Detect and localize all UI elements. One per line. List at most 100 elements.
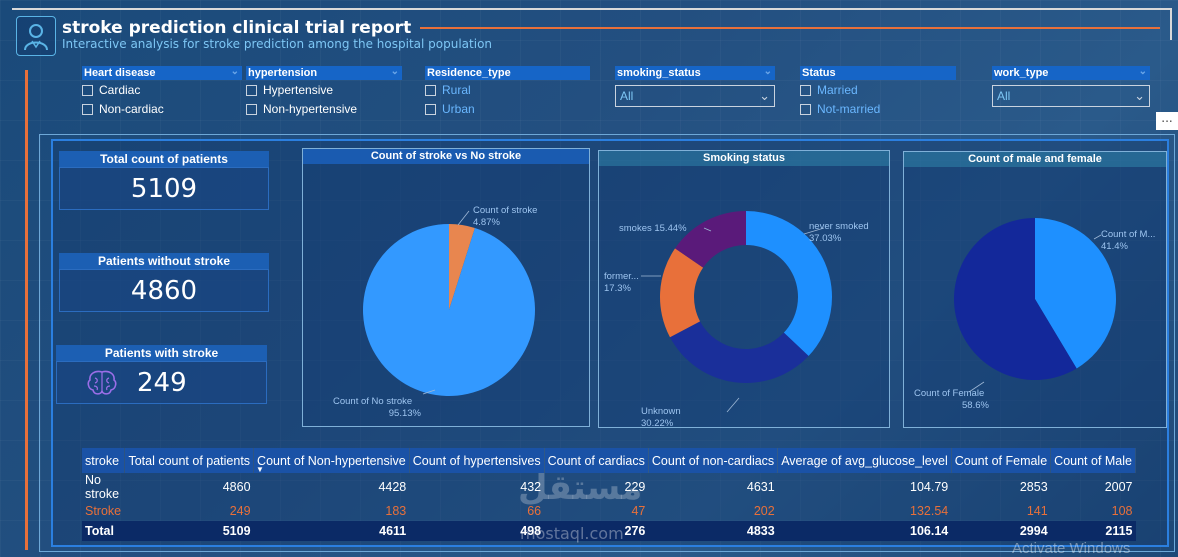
leader-line [703, 227, 712, 232]
checkbox[interactable] [82, 84, 93, 96]
option-label: Hypertensive [263, 83, 334, 97]
option-urban[interactable]: Urban [425, 100, 590, 118]
table-row[interactable]: Stroke 249 183 66 47 202 132.54 141 108 [82, 501, 1136, 521]
doctor-logo-icon [16, 16, 56, 56]
table-cell: 132.54 [910, 504, 949, 518]
smoking-dropdown[interactable]: All ⌄ [615, 85, 775, 107]
checkbox[interactable] [800, 84, 811, 96]
chart-card-male-female: Count of male and female Count of M... 41… [903, 151, 1167, 428]
kpi-value: 5109 [59, 167, 269, 210]
leader-line [803, 227, 825, 235]
slicer-hypertension: hypertension ⌄ Hypertensive Non-hypertens… [246, 66, 402, 118]
chart-card-smoking-status: Smoking status never smoked 37.03% Unknown… [598, 150, 890, 429]
option-not-married[interactable]: Not-married [800, 100, 956, 118]
table-cell: 104.79 [910, 480, 949, 494]
slice-label: smokes 15.44% [619, 223, 687, 234]
slicer-status: Status Married Not-married [800, 66, 956, 118]
slicer-residence-header[interactable]: Residence_type [425, 66, 590, 80]
chart-title: Count of male and female [904, 152, 1166, 167]
slicer-work-type: work_type ⌄ All ⌄ [992, 66, 1150, 107]
slice-value: 30.22% [641, 418, 674, 428]
leader-line [422, 389, 436, 395]
option-non-hypertensive[interactable]: Non-hypertensive [246, 100, 402, 118]
option-married[interactable]: Married [800, 81, 956, 99]
table-cell: 2994 [951, 521, 1051, 541]
kpi-value: 4860 [59, 269, 269, 312]
slice-label: Count of Female [914, 388, 984, 399]
checkbox[interactable] [425, 103, 436, 115]
column-header[interactable]: Count of Non-hypertensive ▼ [253, 448, 410, 474]
checkbox[interactable] [246, 103, 257, 115]
dropdown-value: All [997, 89, 1011, 103]
column-header[interactable]: Count of Female [951, 448, 1052, 473]
leader-line [457, 210, 470, 226]
watermark-logo: مستقل [518, 468, 643, 508]
pie-slice [746, 211, 832, 357]
kpi-patients-with-stroke: Patients with stroke 249 [56, 345, 267, 404]
leader-line [968, 381, 985, 393]
table-cell: 2115 [1050, 521, 1136, 541]
table-total-row[interactable]: Total 5109 4611 498 276 4833 106.14 2994 2115 [82, 521, 1136, 541]
checkbox[interactable] [800, 103, 811, 115]
slice-value: 4.87% [473, 217, 500, 228]
pie-slice [363, 224, 535, 396]
slicer-smoking: smoking_status ⌄ All ⌄ [615, 66, 775, 107]
table-cell: 229 [624, 480, 646, 494]
table-cell: 4428 [378, 480, 407, 494]
table-cell: No stroke [85, 473, 120, 501]
table-cell: 106.14 [777, 521, 952, 541]
checkbox[interactable] [82, 103, 93, 115]
table-cell: 432 [520, 480, 542, 494]
chevron-down-icon: ⌄ [230, 66, 239, 77]
chevron-down-icon: ⌄ [1138, 66, 1147, 77]
column-header[interactable]: Count of hypertensives [409, 448, 545, 473]
title-accent-line [420, 27, 1160, 29]
leader-line [726, 397, 740, 413]
pie-slice [954, 218, 1077, 380]
table-cell: 141 [1026, 504, 1048, 518]
slicer-label: Status [802, 67, 836, 79]
more-options-button[interactable]: ... [1156, 112, 1178, 130]
option-hypertensive[interactable]: Hypertensive [246, 81, 402, 99]
watermark-url: mostaql.com [520, 524, 624, 543]
checkbox[interactable] [246, 84, 257, 96]
slicer-smoking-header[interactable]: smoking_status ⌄ [615, 66, 775, 80]
column-header[interactable]: stroke [82, 448, 126, 473]
column-header[interactable]: Count of cardiacs [544, 448, 649, 473]
slice-value: 95.13% [389, 408, 422, 419]
table-cell: 249 [229, 504, 251, 518]
table-header-row: stroke Total count of patients Count of No… [82, 448, 1136, 474]
slicer-heart-disease-header[interactable]: Heart disease ⌄ [82, 66, 242, 80]
kpi-body: 249 [56, 361, 267, 404]
table-cell: 2007 [1104, 480, 1133, 494]
option-non-cardiac[interactable]: Non-cardiac [82, 100, 242, 118]
chevron-down-icon: ⌄ [1134, 88, 1145, 103]
table-cell: 498 [409, 521, 545, 541]
column-header[interactable]: Count of non-cardiacs [648, 448, 779, 473]
slice-value: 58.6% [962, 400, 989, 411]
slicer-residence: Residence_type Rural Urban [425, 66, 590, 118]
table-cell: Total [82, 521, 125, 541]
slicer-heart-disease: Heart disease ⌄ Cardiac Non-cardiac [82, 66, 242, 118]
column-header[interactable]: Count of Male [1050, 448, 1136, 473]
column-header[interactable]: Total count of patients [124, 448, 255, 473]
column-header[interactable]: Average of avg_glucose_level [777, 448, 952, 473]
work-type-dropdown[interactable]: All ⌄ [992, 85, 1150, 107]
checkbox[interactable] [425, 84, 436, 96]
slice-label: Unknown [641, 406, 681, 417]
slice-label: Count of stroke [473, 205, 537, 216]
table-cell: 4631 [746, 480, 775, 494]
summary-table: stroke Total count of patients Count of No… [82, 448, 1136, 541]
option-cardiac[interactable]: Cardiac [82, 81, 242, 99]
table-row[interactable]: No stroke 4860 4428 432 229 4631 104.79 2853 200… [82, 473, 1136, 501]
slicer-status-header[interactable]: Status [800, 66, 956, 80]
slice-label: former... [604, 271, 639, 282]
pie-slice [449, 224, 475, 310]
slicer-hypertension-header[interactable]: hypertension ⌄ [246, 66, 402, 80]
table-cell: 5109 [124, 521, 254, 541]
option-rural[interactable]: Rural [425, 81, 590, 99]
table-cell: 4833 [648, 521, 778, 541]
slicer-label: hypertension [248, 67, 318, 79]
slicer-work-type-header[interactable]: work_type ⌄ [992, 66, 1150, 80]
